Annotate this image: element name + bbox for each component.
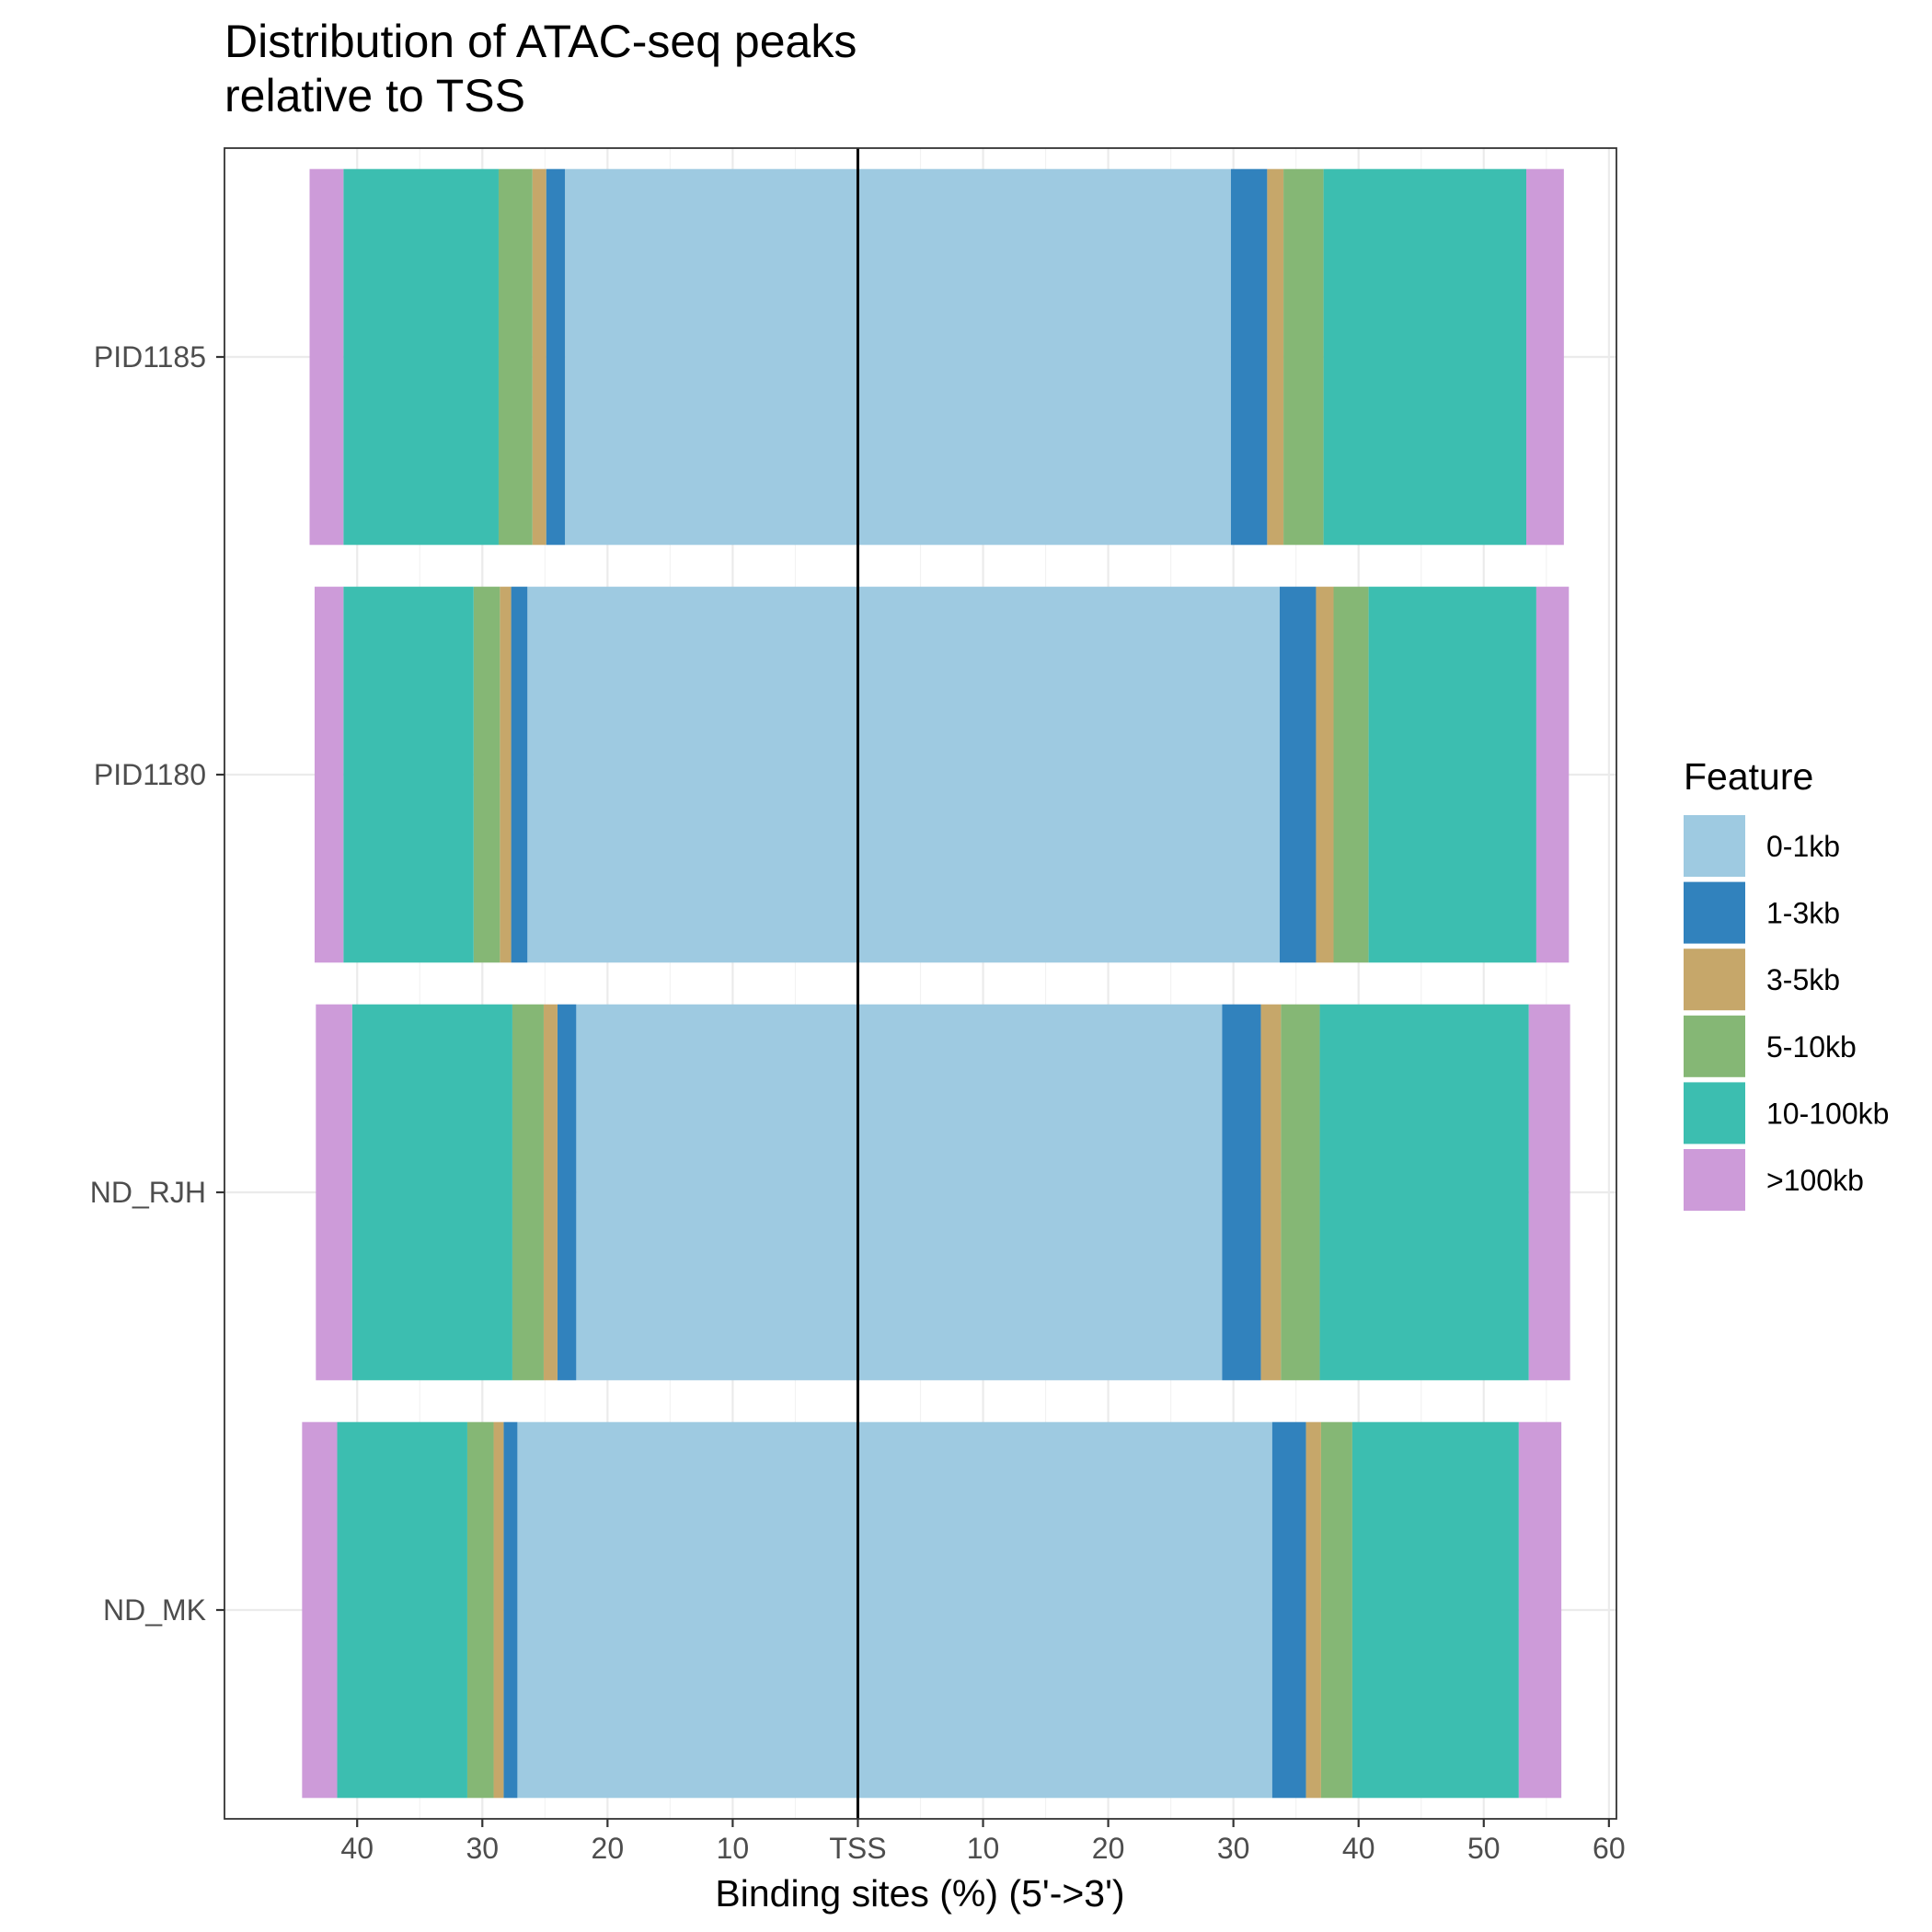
bar-segment-upstream-PID1180-3-5kb [500,586,512,963]
bar-segment-upstream-ND_RJH-0-1kb [576,1004,858,1381]
bar-segment-downstream-PID1185->100kb [1526,168,1564,546]
bar-segment-upstream-ND_MK-0-1kb [517,1421,858,1799]
bar-segment-downstream-ND_MK-3-5kb [1305,1421,1321,1799]
bar-segment-upstream-PID1180-1-3kb [511,586,528,963]
bar-segment-downstream-PID1180-0-1kb [857,586,1280,963]
bar-segment-upstream-PID1180-5-10kb [473,586,500,963]
legend-swatch-1-3kb [1684,881,1745,944]
bar-segment-downstream-PID1180->100kb [1535,586,1570,963]
legend-swatch-0-1kb [1684,815,1745,877]
y-axis: PID1185 PID1180 ND_RJH ND_MK [90,340,224,1627]
x-tick-label: TSS [829,1832,886,1865]
bar-segment-downstream-PID1185-3-5kb [1267,168,1284,546]
bar-segment-upstream-PID1180->100kb [314,586,344,963]
bar-segment-upstream-PID1185->100kb [309,168,344,546]
chart-title-line-1: Distribution of ATAC-seq peaks [224,16,857,67]
x-axis: 40 30 20 10 TSS 10 20 30 40 50 60 [340,1819,1626,1865]
plot-panel-border [224,147,1617,1820]
bar-segment-upstream-ND_RJH->100kb [316,1004,352,1381]
bar-segment-downstream-PID1185-0-1kb [857,168,1231,546]
bar-segment-downstream-ND_MK-5-10kb [1320,1421,1352,1799]
bar-segment-downstream-PID1180-5-10kb [1333,586,1369,963]
bar-segment-upstream-ND_RJH-1-3kb [557,1004,577,1381]
x-tick-label: 50 [1467,1832,1501,1865]
bar-segment-downstream-ND_MK->100kb [1518,1421,1562,1799]
bar-segment-upstream-PID1185-0-1kb [565,168,858,546]
bar-segment-downstream-ND_MK-10-100kb [1351,1421,1519,1799]
x-tick-label: 20 [592,1832,625,1865]
bar-segment-upstream-ND_RJH-5-10kb [512,1004,544,1381]
x-tick-label: 20 [1092,1832,1125,1865]
bar-segment-upstream-ND_MK-1-3kb [503,1421,518,1799]
legend-swatch-5-10kb [1684,1015,1745,1077]
x-tick-label: 40 [1342,1832,1375,1865]
y-tick-label: PID1185 [94,340,206,374]
chart-title-line-2: relative to TSS [224,70,525,121]
x-tick-label: 40 [340,1832,374,1865]
bar-segment-downstream-ND_MK-0-1kb [857,1421,1272,1799]
y-tick-label: PID1180 [94,758,206,791]
bar-segment-upstream-ND_RJH-3-5kb [543,1004,558,1381]
bar-segment-upstream-ND_MK-10-100kb [337,1421,467,1799]
bar-segment-downstream-ND_RJH-5-10kb [1281,1004,1320,1381]
bar-segment-upstream-PID1185-5-10kb [498,168,533,546]
bar-segment-downstream-PID1180-1-3kb [1279,586,1317,963]
bar-segment-upstream-PID1180-10-100kb [343,586,474,963]
bar-segment-downstream-PID1185-10-100kb [1323,168,1527,546]
x-tick-label: 10 [967,1832,1000,1865]
legend-label->100kb: >100kb [1766,1164,1864,1197]
x-tick-label: 30 [466,1832,499,1865]
bar-segment-downstream-PID1185-5-10kb [1283,168,1324,546]
bar-segment-downstream-ND_RJH-3-5kb [1260,1004,1282,1381]
y-tick-label: ND_RJH [90,1176,206,1209]
bar-segment-upstream-PID1180-0-1kb [527,586,858,963]
legend-label-5-10kb: 5-10kb [1766,1030,1857,1064]
bar-segment-upstream-PID1185-1-3kb [546,168,566,546]
y-tick-label: ND_MK [103,1593,206,1627]
legend-swatch->100kb [1684,1149,1745,1211]
bars [302,168,1570,1799]
bar-segment-downstream-ND_RJH->100kb [1528,1004,1570,1381]
bar-segment-downstream-PID1180-10-100kb [1368,586,1536,963]
bar-segment-upstream-ND_MK->100kb [302,1421,338,1799]
legend-label-0-1kb: 0-1kb [1766,830,1840,863]
legend-label-3-5kb: 3-5kb [1766,963,1840,996]
legend-label-10-100kb: 10-100kb [1766,1097,1889,1130]
x-tick-label: 30 [1217,1832,1250,1865]
legend-swatch-3-5kb [1684,949,1745,1011]
bar-segment-downstream-PID1180-3-5kb [1316,586,1334,963]
bar-segment-upstream-ND_MK-5-10kb [466,1421,494,1799]
bar-segment-upstream-PID1185-3-5kb [532,168,546,546]
bar-segment-upstream-ND_RJH-10-100kb [351,1004,512,1381]
x-tick-label: 60 [1593,1832,1626,1865]
x-axis-title: Binding sites (%) (5'->3') [715,1872,1124,1915]
bar-segment-downstream-ND_RJH-10-100kb [1319,1004,1529,1381]
bar-segment-upstream-ND_MK-3-5kb [493,1421,504,1799]
legend: Feature 0-1kb 1-3kb 3-5kb 5-10kb 10-100kb >10… [1684,755,1889,1211]
legend-swatch-10-100kb [1684,1082,1745,1144]
bar-segment-downstream-ND_RJH-0-1kb [857,1004,1223,1381]
bar-segment-downstream-PID1185-1-3kb [1230,168,1268,546]
x-tick-label: 10 [717,1832,750,1865]
legend-title: Feature [1684,755,1813,798]
bar-segment-downstream-ND_RJH-1-3kb [1222,1004,1261,1381]
bar-segment-downstream-ND_MK-1-3kb [1271,1421,1306,1799]
legend-label-1-3kb: 1-3kb [1766,897,1840,930]
bar-segment-upstream-PID1185-10-100kb [343,168,499,546]
